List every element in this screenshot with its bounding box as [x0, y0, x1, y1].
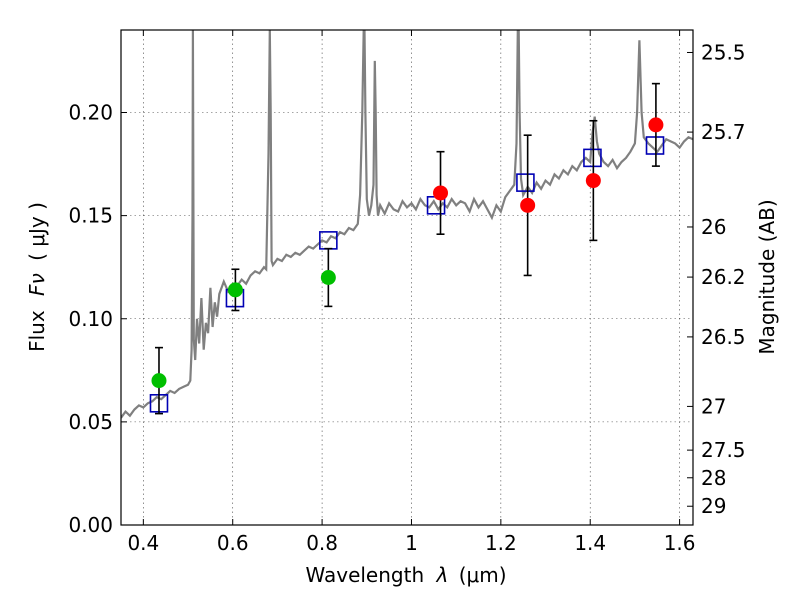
right-tick-label-0: 25.5 [701, 40, 746, 64]
x-axis-title: Wavelength λ (μm) [305, 563, 506, 587]
observed-point-4 [520, 197, 536, 213]
observed-point-2 [320, 270, 336, 285]
y-tick-label-0: 0.00 [68, 513, 113, 537]
y-tick-label-2: 0.10 [68, 307, 113, 331]
model-square-6 [645, 136, 665, 155]
x-tick-label-3: 1 [405, 531, 418, 555]
x-tick-label-5: 1.4 [574, 531, 606, 555]
right-tick-label-1: 25.7 [701, 120, 746, 144]
grid [121, 30, 693, 526]
axis-ticks: 0.4 0.6 0.8 1 1.2 1.4 1.6 0.00 0.05 0.10 0.15 0.20 2… [68, 30, 746, 555]
right-tick-label-6: 27.5 [701, 438, 746, 462]
observed-point-5 [585, 173, 601, 189]
y-tick-label-3: 0.15 [68, 204, 113, 228]
observed-point-3 [433, 185, 449, 201]
observed-point-6 [648, 117, 664, 133]
right-tick-label-5: 27 [701, 394, 726, 418]
observed-point-1 [227, 282, 243, 298]
x-tick-label-2: 0.8 [306, 531, 338, 555]
model-square-4 [516, 173, 535, 192]
observed-point-0 [151, 373, 167, 389]
right-tick-label-8: 29 [701, 494, 726, 518]
y-axis-title: Flux Fν ( μJy ) [25, 202, 49, 352]
right-tick-label-3: 26.2 [701, 265, 746, 289]
plot-frame [120, 29, 694, 526]
x-tick-label-1: 0.6 [217, 531, 249, 555]
right-axis-title: Magnitude (AB) [755, 199, 779, 354]
y-tick-label-1: 0.05 [68, 410, 113, 434]
right-tick-label-7: 28 [701, 466, 726, 490]
model-square-5 [583, 148, 602, 168]
right-tick-label-2: 26 [701, 215, 726, 239]
data-markers [149, 82, 665, 415]
x-tick-label-6: 1.6 [664, 531, 696, 555]
right-tick-label-4: 26.5 [701, 325, 746, 349]
x-tick-label-4: 1.2 [485, 531, 517, 555]
y-tick-label-4: 0.20 [68, 101, 113, 125]
x-tick-label-0: 0.4 [127, 531, 159, 555]
model-spectrum-line [121, 30, 693, 419]
